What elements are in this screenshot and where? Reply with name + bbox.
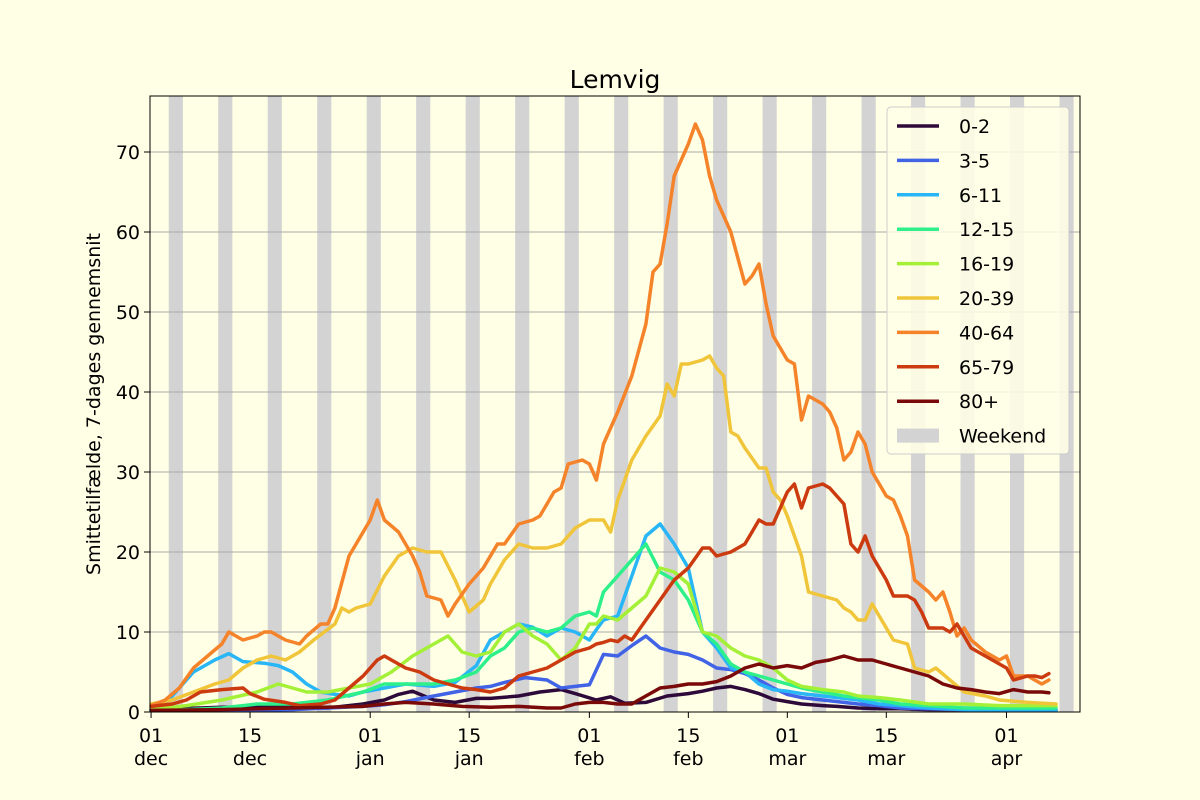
x-tick-label: 01 — [358, 725, 382, 747]
x-tick-label: 01 — [994, 725, 1018, 747]
weekend-band — [366, 96, 381, 712]
axis-ticks: 01020304050607001dec15dec01jan15jan01feb… — [116, 142, 1023, 770]
weekend-band — [168, 96, 183, 712]
weekend-band — [713, 96, 728, 712]
legend-label: 0-2 — [959, 116, 990, 138]
legend-label: 40-64 — [959, 322, 1014, 344]
weekend-band — [267, 96, 282, 712]
legend-label: 3-5 — [959, 150, 990, 172]
weekend-band — [812, 96, 827, 712]
x-tick-label: 01 — [577, 725, 601, 747]
x-tick-label: apr — [991, 748, 1023, 770]
y-tick-label: 10 — [116, 622, 140, 644]
legend-label: 16-19 — [959, 254, 1014, 276]
x-tick-label: 01 — [139, 725, 163, 747]
y-axis-label: Smittetilfælde, 7-dages gennemsnit — [83, 233, 105, 575]
legend: 0-2 3-5 6-11 12-15 16-19 20-39 40-64 65-79 80+ We… — [886, 106, 1070, 455]
series-line-80+ — [149, 654, 1051, 713]
x-tick-label: jan — [454, 748, 484, 770]
x-tick-label: jan — [355, 748, 385, 770]
legend-label: Weekend — [959, 426, 1046, 448]
weekend-band — [564, 96, 579, 712]
legend-label: 20-39 — [959, 288, 1014, 310]
series-line-12-15 — [149, 542, 1058, 713]
plot-frame — [149, 95, 1081, 713]
legend-label: 12-15 — [959, 219, 1014, 241]
series-line-3-5 — [149, 634, 1058, 713]
series-line-0-2 — [149, 684, 1058, 713]
y-tick-label: 30 — [116, 462, 140, 484]
weekend-band — [416, 96, 431, 712]
x-tick-label: dec — [233, 748, 267, 770]
series-lines — [149, 122, 1058, 713]
x-tick-label: feb — [574, 748, 604, 770]
legend-swatch-weekend — [897, 428, 939, 443]
x-tick-label: 15 — [874, 725, 898, 747]
y-tick-label: 70 — [116, 142, 140, 164]
chart-title: Lemvig — [570, 65, 661, 94]
weekend-band — [663, 96, 678, 712]
series-line-6-11 — [149, 522, 1058, 713]
series-line-65-79 — [149, 482, 1051, 709]
x-tick-label: 15 — [676, 725, 700, 747]
weekend-band — [515, 96, 530, 712]
y-tick-label: 60 — [116, 222, 140, 244]
y-tick-label: 20 — [116, 542, 140, 564]
series-line-20-39 — [149, 354, 1058, 706]
legend-label: 80+ — [959, 391, 999, 413]
weekend-band — [762, 96, 777, 712]
x-tick-label: mar — [768, 748, 806, 770]
y-tick-label: 0 — [128, 702, 140, 724]
x-tick-label: 15 — [457, 725, 481, 747]
weekend-band — [465, 96, 480, 712]
legend-label: 65-79 — [959, 357, 1014, 379]
y-tick-label: 40 — [116, 382, 140, 404]
y-tick-label: 50 — [116, 302, 140, 324]
series-line-40-64 — [149, 122, 1051, 708]
weekend-band — [317, 96, 332, 712]
x-tick-label: dec — [134, 748, 168, 770]
legend-label: 6-11 — [959, 185, 1002, 207]
x-tick-label: mar — [867, 748, 905, 770]
x-tick-label: 01 — [775, 725, 799, 747]
x-tick-label: feb — [673, 748, 703, 770]
weekend-band — [218, 96, 233, 712]
x-tick-label: 15 — [238, 725, 262, 747]
